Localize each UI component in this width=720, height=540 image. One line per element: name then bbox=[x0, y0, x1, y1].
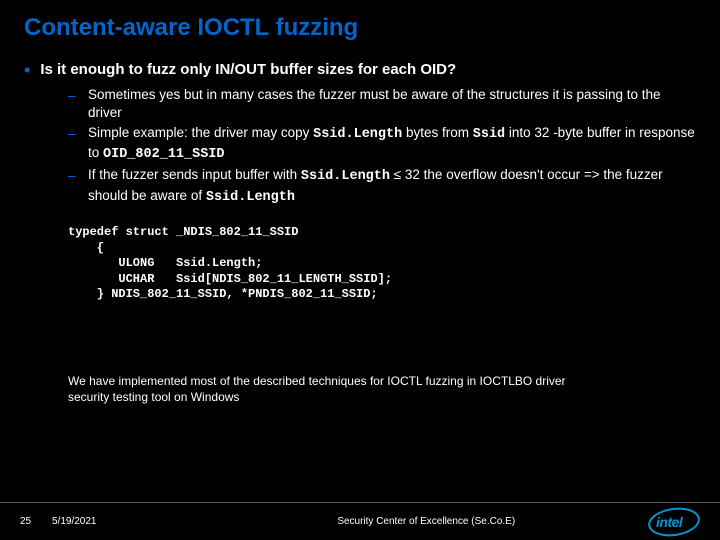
sub-text: If the fuzzer sends input buffer with Ss… bbox=[88, 166, 696, 206]
slide-title: Content-aware IOCTL fuzzing bbox=[0, 0, 720, 42]
sub-bullet: – Simple example: the driver may copy Ss… bbox=[68, 124, 696, 164]
sub-bullet: – If the fuzzer sends input buffer with … bbox=[68, 166, 696, 206]
footer-center-text: Security Center of Excellence (Se.Co.E) bbox=[97, 516, 637, 527]
code-block: typedef struct _NDIS_802_11_SSID { ULONG… bbox=[24, 225, 696, 303]
intel-logo: intel bbox=[648, 508, 700, 536]
sub-bullet: – Sometimes yes but in many cases the fu… bbox=[68, 86, 696, 122]
slide-footer: 25 5/19/2021 Security Center of Excellen… bbox=[0, 502, 720, 540]
dash-marker: – bbox=[68, 86, 78, 105]
sub-text: Sometimes yes but in many cases the fuzz… bbox=[88, 86, 696, 122]
bullet-text: Is it enough to fuzz only IN/OUT buffer … bbox=[40, 60, 456, 80]
sub-text: Simple example: the driver may copy Ssid… bbox=[88, 124, 696, 164]
bullet-marker: • bbox=[24, 60, 30, 82]
footer-date: 5/19/2021 bbox=[52, 516, 97, 527]
dash-marker: – bbox=[68, 124, 78, 143]
implementation-note: We have implemented most of the describe… bbox=[24, 373, 604, 405]
page-number: 25 bbox=[20, 516, 52, 527]
main-bullet: • Is it enough to fuzz only IN/OUT buffe… bbox=[24, 60, 696, 82]
sub-bullet-list: – Sometimes yes but in many cases the fu… bbox=[24, 86, 696, 207]
intel-text-icon: intel bbox=[656, 514, 682, 530]
dash-marker: – bbox=[68, 166, 78, 185]
slide-content: • Is it enough to fuzz only IN/OUT buffe… bbox=[0, 42, 720, 405]
